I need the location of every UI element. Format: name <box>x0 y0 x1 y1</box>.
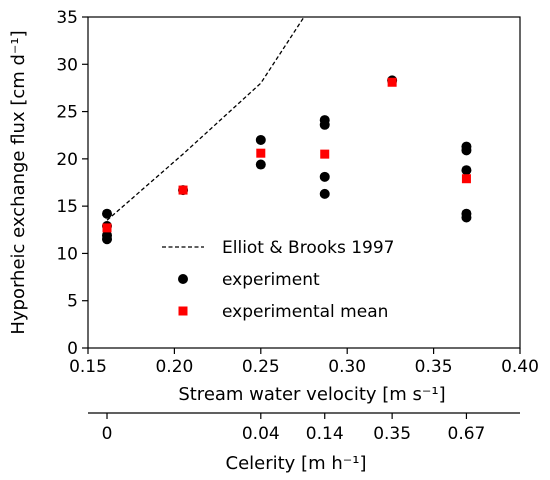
legend-label: experimental mean <box>222 302 388 322</box>
legend-label: Elliot & Brooks 1997 <box>222 238 395 258</box>
x-axis-label: Stream water velocity [m s⁻¹] <box>178 384 445 405</box>
experiment-point <box>255 159 266 170</box>
secondary-x-tick-label: 0 <box>102 424 113 444</box>
experimental-mean-point <box>178 185 188 195</box>
legend-label: experiment <box>222 270 320 290</box>
legend-square-swatch <box>178 306 188 316</box>
experiment-point <box>319 171 330 182</box>
y-tick-label: 0 <box>67 339 78 359</box>
x-tick-label: 0.15 <box>69 357 107 377</box>
experimental-mean-point <box>387 77 397 87</box>
experiment-point <box>319 188 330 199</box>
secondary-x-tick-label: 0.67 <box>448 424 486 444</box>
secondary-x-tick-label: 0.35 <box>373 424 411 444</box>
secondary-x-tick-label: 0.04 <box>242 424 280 444</box>
legend-circle-swatch <box>178 274 188 284</box>
experimental-mean-point <box>320 149 330 159</box>
experiment-point <box>461 212 472 223</box>
y-tick-label: 15 <box>56 197 78 217</box>
experimental-mean-point <box>256 148 266 158</box>
y-tick-label: 5 <box>67 292 78 312</box>
experiment-point <box>461 145 472 156</box>
y-tick-label: 35 <box>56 8 78 28</box>
x-tick-label: 0.25 <box>242 357 280 377</box>
experiment-point <box>461 165 472 176</box>
experiment-point <box>255 134 266 145</box>
y-tick-label: 20 <box>56 150 78 170</box>
y-tick-label: 10 <box>56 244 78 264</box>
x-tick-label: 0.20 <box>155 357 193 377</box>
y-tick-label: 30 <box>56 55 78 75</box>
x-tick-label: 0.35 <box>415 357 453 377</box>
experiment-point <box>102 208 113 219</box>
experimental-mean-point <box>102 223 112 233</box>
plot-frame <box>87 16 521 349</box>
y-tick-label: 25 <box>56 103 78 123</box>
series-line-elliot-brooks <box>106 17 305 221</box>
x-tick-label: 0.40 <box>501 357 539 377</box>
x-tick-label: 0.30 <box>328 357 366 377</box>
experiment-point <box>319 119 330 130</box>
secondary-x-tick-label: 0.14 <box>306 424 344 444</box>
secondary-x-axis-label: Celerity [m h⁻¹] <box>226 453 367 474</box>
y-axis-label: Hyporheic exchange flux [cm d⁻¹] <box>8 30 29 334</box>
experiment-point <box>102 234 113 245</box>
experimental-mean-point <box>461 174 471 184</box>
